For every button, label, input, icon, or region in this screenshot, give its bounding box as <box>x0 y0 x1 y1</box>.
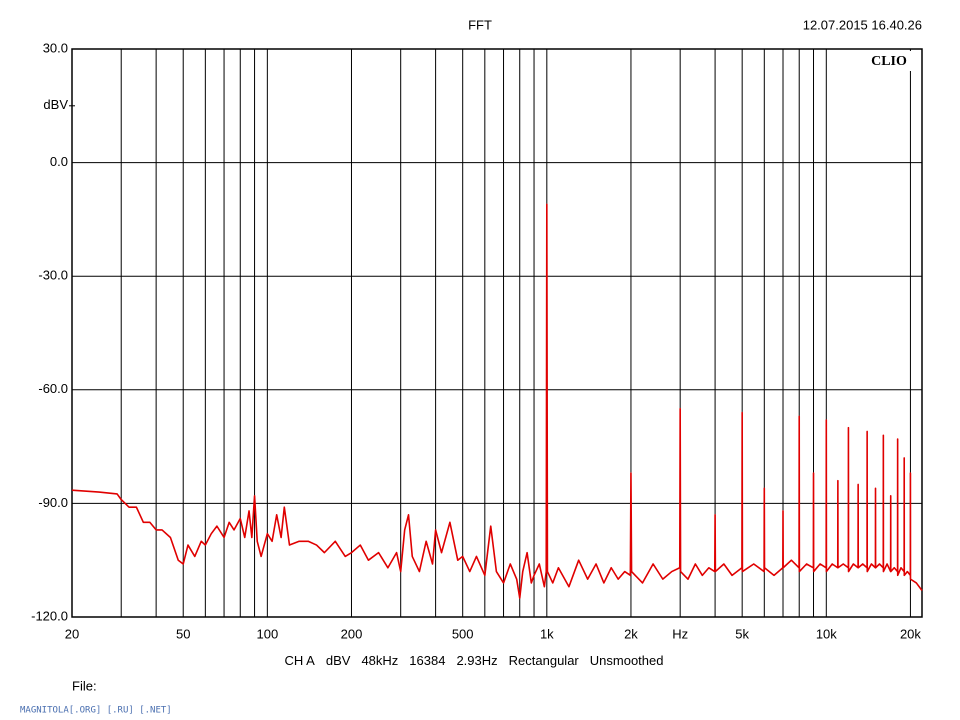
x-tick-label: 20 <box>65 626 79 641</box>
brand-box <box>860 51 918 71</box>
y-axis-label: dBV <box>43 97 68 112</box>
x-tick-label: 10k <box>816 626 837 641</box>
x-tick-label: 50 <box>176 626 190 641</box>
x-tick-label: 100 <box>256 626 278 641</box>
y-tick-label: -120.0 <box>31 608 68 623</box>
brand: CLIO <box>871 54 907 69</box>
x-tick-label: Hz <box>672 626 688 641</box>
caption-field: 16384 <box>409 653 445 668</box>
x-tick-label: 20k <box>900 626 921 641</box>
y-tick-label: -60.0 <box>38 381 68 396</box>
caption-field: 48kHz <box>361 653 398 668</box>
x-tick-label: 5k <box>735 626 749 641</box>
plot-frame <box>71 48 923 618</box>
caption-field: 2.93Hz <box>456 653 497 668</box>
x-tick-label: 500 <box>452 626 474 641</box>
y-tick-label: -30.0 <box>38 268 68 283</box>
caption: CH A dBV 48kHz 16384 2.93Hz Rectangular Unsmoo… <box>285 653 664 668</box>
y-tick-label: -90.0 <box>38 495 68 510</box>
caption-field: CH A <box>285 653 316 668</box>
footer: MAGNITOLA[.ORG] [.RU] [.NET] <box>20 706 172 716</box>
caption-field: Unsmoothed <box>590 653 664 668</box>
x-tick-label: 2k <box>624 626 638 641</box>
y-tick-label: 0.0 <box>50 154 68 169</box>
y-tick-label: 30.0 <box>43 40 68 55</box>
timestamp: 12.07.2015 16.40.26 <box>803 17 922 32</box>
caption-field: Rectangular <box>509 653 580 668</box>
caption-field: dBV <box>326 653 351 668</box>
file-label: File: <box>72 678 97 693</box>
x-tick-label: 1k <box>540 626 554 641</box>
spectrum-line <box>71 203 923 599</box>
chart-title: FFT <box>468 17 492 32</box>
x-tick-label: 200 <box>341 626 363 641</box>
